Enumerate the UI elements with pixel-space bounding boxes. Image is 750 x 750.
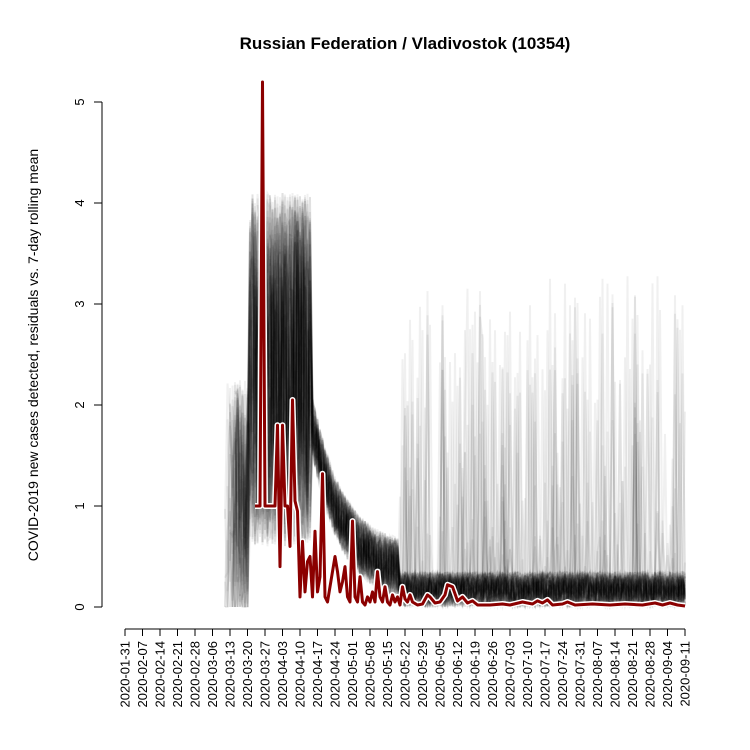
y-tick-label: 4 bbox=[72, 199, 87, 206]
background-line bbox=[231, 198, 686, 608]
x-tick-label: 2020-03-20 bbox=[240, 641, 255, 708]
background-line bbox=[231, 211, 686, 611]
background-line bbox=[239, 202, 686, 611]
background-line bbox=[254, 196, 686, 610]
background-line bbox=[246, 207, 686, 608]
background-line bbox=[246, 204, 686, 609]
background-line bbox=[254, 204, 686, 610]
x-tick-label: 2020-06-19 bbox=[468, 641, 483, 708]
background-line bbox=[241, 212, 686, 608]
y-axis-label: COVID-2019 new cases detected, residuals… bbox=[25, 149, 41, 561]
x-tick-label: 2020-07-24 bbox=[555, 641, 570, 708]
background-line bbox=[224, 196, 686, 609]
x-tick-label: 2020-04-17 bbox=[310, 641, 325, 708]
background-line bbox=[256, 196, 686, 609]
background-line bbox=[239, 193, 686, 608]
background-line bbox=[254, 213, 686, 609]
x-tick-label: 2020-02-14 bbox=[153, 641, 168, 708]
background-line bbox=[234, 199, 686, 610]
y-tick-label: 2 bbox=[72, 401, 87, 408]
x-tick-label: 2020-08-07 bbox=[590, 641, 605, 708]
background-line bbox=[249, 197, 686, 610]
y-axis: 0 1 2 3 4 5 bbox=[72, 98, 103, 611]
background-line bbox=[239, 214, 686, 609]
background-line bbox=[254, 193, 686, 611]
background-line bbox=[254, 200, 686, 607]
y-tick-label: 3 bbox=[72, 300, 87, 307]
x-tick-label: 2020-09-04 bbox=[660, 641, 675, 708]
x-tick-label: 2020-08-14 bbox=[608, 641, 623, 708]
background-line bbox=[234, 194, 686, 610]
x-tick-label: 2020-01-31 bbox=[118, 641, 133, 708]
x-tick-label: 2020-07-31 bbox=[573, 641, 588, 708]
x-tick-label: 2020-07-10 bbox=[520, 641, 535, 708]
background-line bbox=[226, 196, 686, 608]
x-tick-label: 2020-04-03 bbox=[275, 641, 290, 708]
background-line bbox=[254, 203, 686, 607]
x-tick-label: 2020-07-03 bbox=[503, 641, 518, 708]
x-tick-label: 2020-05-29 bbox=[415, 641, 430, 708]
x-tick-label: 2020-04-10 bbox=[293, 641, 308, 708]
background-line bbox=[256, 213, 686, 610]
background-line bbox=[254, 201, 686, 610]
x-tick-label: 2020-05-08 bbox=[363, 641, 378, 708]
background-line bbox=[229, 198, 686, 609]
background-line bbox=[236, 214, 686, 611]
x-tick-label: 2020-06-26 bbox=[485, 641, 500, 708]
background-line bbox=[254, 242, 686, 611]
x-tick-label: 2020-06-05 bbox=[433, 641, 448, 708]
background-line bbox=[244, 200, 686, 610]
background-line bbox=[231, 236, 686, 610]
x-axis: 2020-01-31 2020-02-07 2020-02-14 2020-02-21… bbox=[118, 628, 693, 708]
highlight-line bbox=[255, 80, 686, 608]
background-line bbox=[241, 221, 686, 609]
y-tick-label: 5 bbox=[72, 98, 87, 105]
background-line bbox=[236, 201, 686, 610]
x-tick-label: 2020-02-21 bbox=[170, 641, 185, 708]
background-line bbox=[254, 214, 686, 610]
background-line bbox=[226, 221, 686, 608]
background-line bbox=[229, 255, 686, 608]
background-line bbox=[256, 206, 686, 610]
x-tick-label: 2020-05-22 bbox=[398, 641, 413, 708]
background-line bbox=[246, 199, 686, 611]
x-tick-label: 2020-07-17 bbox=[538, 641, 553, 708]
x-tick-label: 2020-02-28 bbox=[188, 641, 203, 708]
background-line bbox=[234, 192, 686, 609]
background-line bbox=[236, 194, 686, 609]
x-tick-label: 2020-05-01 bbox=[345, 641, 360, 708]
background-line bbox=[239, 193, 686, 610]
background-line bbox=[251, 200, 686, 607]
background-line bbox=[251, 202, 686, 610]
background-line bbox=[239, 196, 686, 610]
x-tick-label: 2020-02-07 bbox=[135, 641, 150, 708]
y-tick-label: 1 bbox=[72, 502, 87, 509]
x-tick-label: 2020-06-12 bbox=[450, 641, 465, 708]
background-line bbox=[239, 189, 686, 609]
background-line bbox=[249, 200, 686, 609]
background-line bbox=[224, 197, 686, 610]
background-line bbox=[256, 198, 686, 608]
background-line bbox=[224, 248, 686, 609]
chart-title: Russian Federation / Vladivostok (10354) bbox=[240, 34, 571, 53]
x-tick-label: 2020-08-28 bbox=[643, 641, 658, 708]
highlight-series bbox=[255, 79, 686, 609]
x-tick-label: 2020-05-15 bbox=[380, 641, 395, 708]
background-line bbox=[234, 215, 686, 608]
background-line bbox=[229, 196, 686, 608]
x-tick-label: 2020-03-13 bbox=[223, 641, 238, 708]
x-tick-label: 2020-03-27 bbox=[258, 641, 273, 708]
x-tick-label: 2020-09-11 bbox=[678, 641, 693, 707]
x-tick-label: 2020-08-21 bbox=[625, 641, 640, 708]
background-line bbox=[246, 194, 686, 609]
background-line bbox=[224, 192, 686, 609]
y-tick-label: 0 bbox=[72, 603, 87, 610]
x-tick-label: 2020-04-24 bbox=[328, 641, 343, 708]
x-tick-label: 2020-03-06 bbox=[205, 641, 220, 708]
background-line bbox=[246, 196, 686, 610]
background-line bbox=[229, 207, 686, 611]
background-line bbox=[234, 239, 686, 611]
background-line bbox=[256, 210, 686, 608]
